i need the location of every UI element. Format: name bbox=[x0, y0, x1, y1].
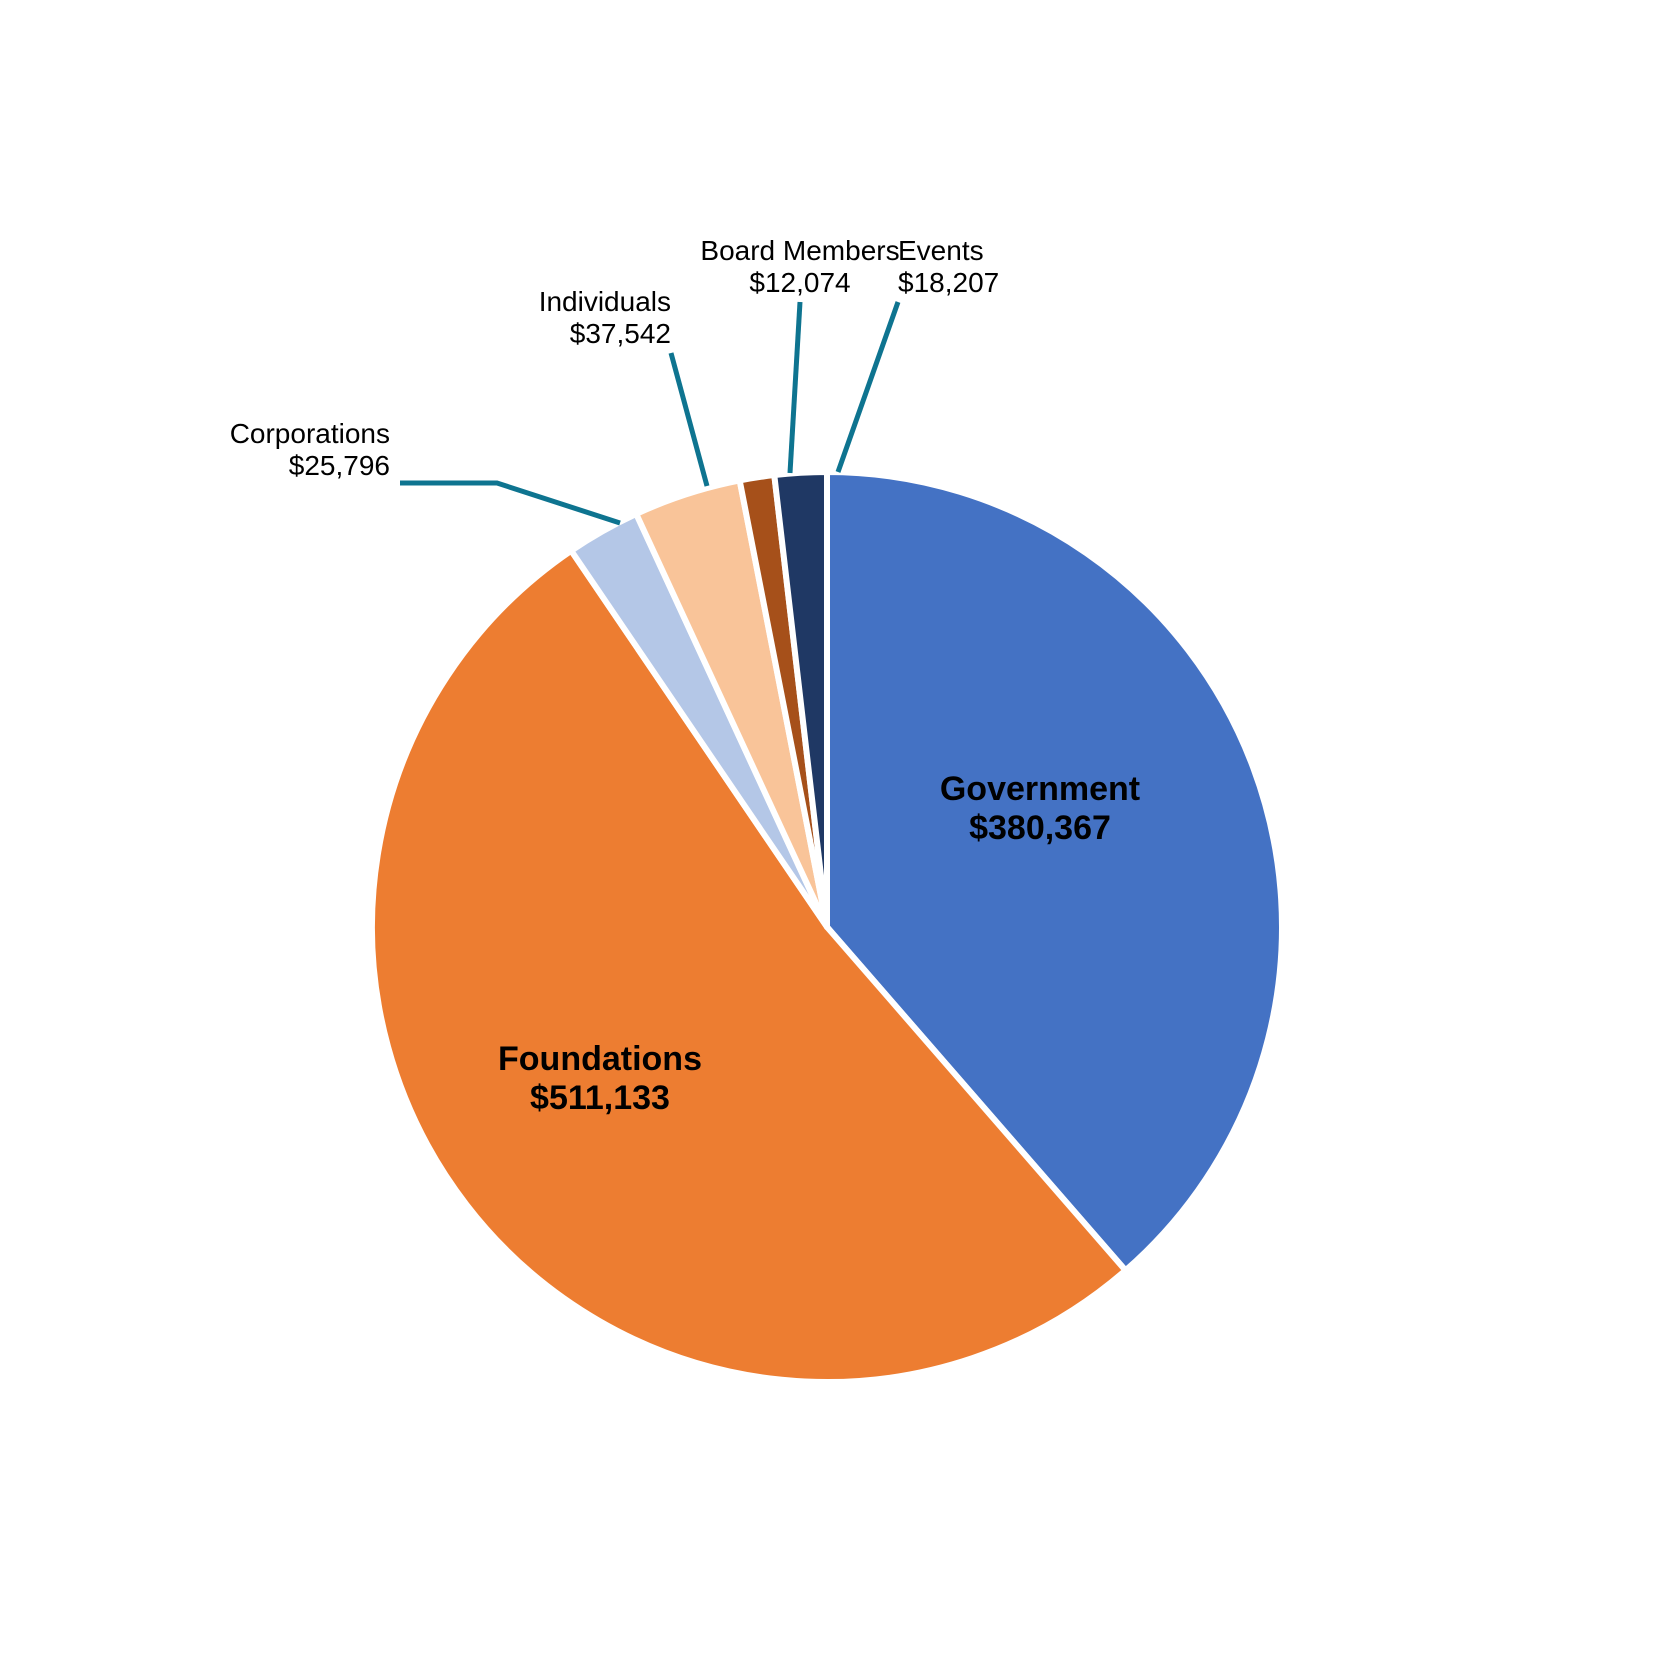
pie-slices bbox=[372, 472, 1282, 1382]
chart-stage: Government$380,367 Foundations$511,133 Cor… bbox=[0, 0, 1654, 1654]
slice-label-value: $18,207 bbox=[898, 267, 999, 298]
slice-label-events: Events$18,207 bbox=[898, 235, 999, 298]
slice-label-value: $380,367 bbox=[969, 809, 1111, 847]
slice-label-value: $37,542 bbox=[570, 318, 671, 349]
slice-label-name: Government bbox=[940, 770, 1140, 808]
slice-label-name: Individuals bbox=[539, 286, 671, 317]
pie-chart: Government$380,367 Foundations$511,133 Cor… bbox=[0, 0, 1654, 1654]
slice-label-value: $511,133 bbox=[530, 1079, 670, 1117]
leader-line bbox=[400, 483, 620, 523]
slice-label-name: Board Members bbox=[700, 235, 899, 266]
slice-label-individuals: Individuals$37,542 bbox=[539, 286, 671, 349]
slice-label-corporations: Corporations$25,796 bbox=[230, 418, 390, 481]
slice-label-name: Corporations bbox=[230, 418, 390, 449]
leader-line bbox=[838, 302, 898, 472]
slice-label-value: $25,796 bbox=[289, 450, 390, 481]
slice-label-government: Government$380,367 bbox=[940, 770, 1140, 847]
slice-label-name: Foundations bbox=[498, 1040, 702, 1078]
slice-label-value: $12,074 bbox=[749, 267, 850, 298]
leader-line bbox=[671, 353, 707, 486]
slice-label-board-members: Board Members$12,074 bbox=[700, 235, 899, 298]
leader-line bbox=[790, 302, 800, 473]
slice-label-name: Events bbox=[898, 235, 984, 266]
